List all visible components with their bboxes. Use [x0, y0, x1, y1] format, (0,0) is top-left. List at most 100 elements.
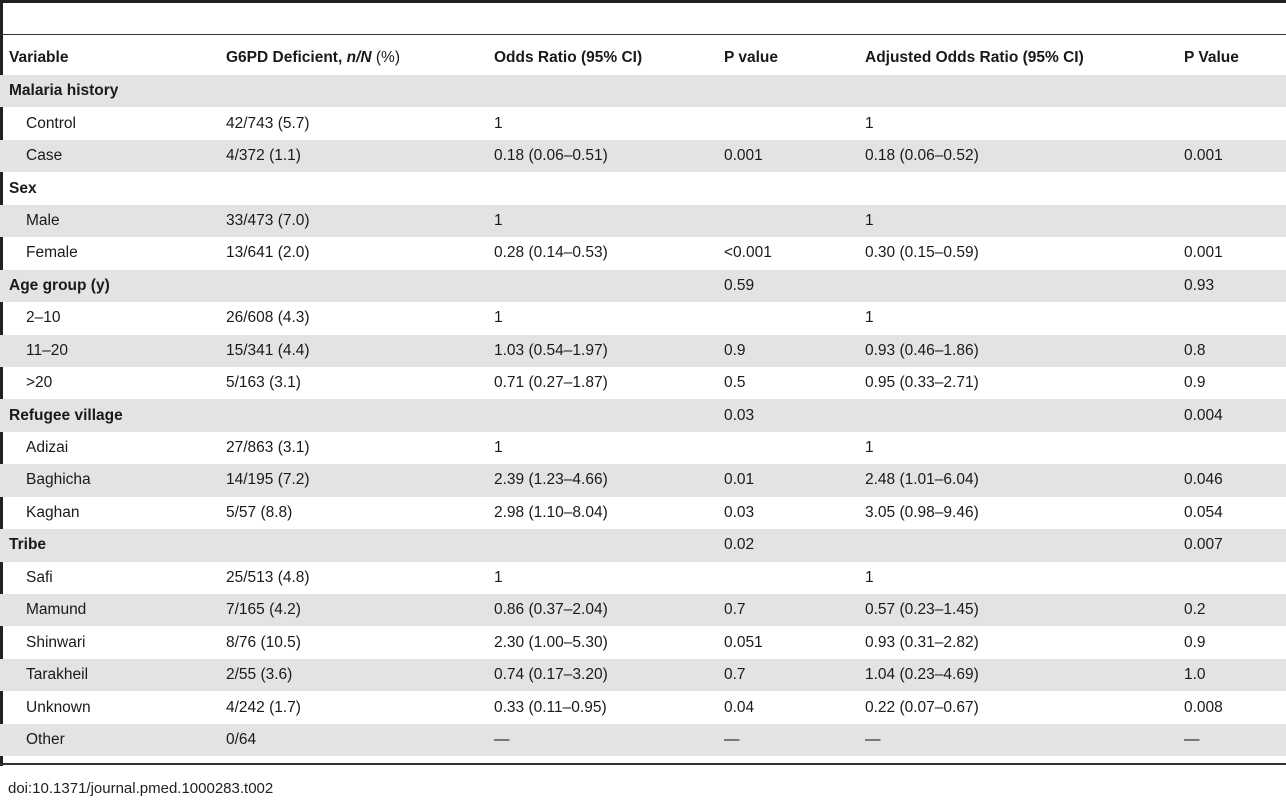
table-bottom-rule	[0, 763, 1286, 765]
table-cell	[217, 399, 485, 432]
row-label: 11–20	[0, 334, 217, 367]
table-cell: 0.008	[1184, 698, 1223, 716]
row-label: 2–10	[26, 309, 61, 327]
group-row: Sex	[0, 172, 1286, 204]
table-cell	[1175, 302, 1286, 334]
table-cell: 0.28 (0.14–0.53)	[494, 244, 608, 262]
row-label: Male	[0, 204, 217, 238]
table-row: Adizai 27/863 (3.1) 1 1	[0, 432, 1286, 464]
table-cell: 0.04	[724, 698, 755, 716]
table-cell	[856, 269, 1175, 303]
table-cell	[1175, 562, 1286, 594]
group-row: Tribe 0.02 0.007	[0, 529, 1286, 562]
table-cell: 0.93 (0.31–2.82)	[865, 633, 979, 651]
table-cell: 0.18 (0.06–0.51)	[485, 139, 715, 173]
table-cell: 8/76 (10.5)	[226, 633, 301, 651]
table-cell: 0.8	[1175, 334, 1286, 367]
table-cell	[485, 75, 715, 108]
table-row: 11–20 15/341 (4.4) 1.03 (0.54–1.97) 0.9 0.93…	[0, 334, 1286, 367]
table-row: 2–10 26/608 (4.3) 1 1	[0, 302, 1286, 334]
table-cell: —	[1175, 723, 1286, 757]
column-header: G6PD Deficient, n/N (%)	[217, 40, 485, 75]
table-cell	[1175, 204, 1286, 238]
row-label: Kaghan	[26, 503, 80, 521]
table-cell: 4/242 (1.7)	[226, 698, 301, 716]
table-cell	[715, 75, 856, 108]
column-header: Odds Ratio (95% CI)	[485, 40, 715, 75]
table-cell: 13/641 (2.0)	[226, 244, 310, 262]
table-cell: 0.86 (0.37–2.04)	[485, 594, 715, 627]
table-cell	[856, 75, 1175, 108]
table-cell: 0.03	[724, 503, 755, 521]
table-cell: 27/863 (3.1)	[226, 439, 310, 457]
table-cell	[217, 75, 485, 108]
group-row: Malaria history	[0, 75, 1286, 108]
table-cell: 0.71 (0.27–1.87)	[494, 374, 608, 392]
table-cell: 0.02	[715, 529, 856, 562]
table-cell	[1175, 107, 1286, 139]
doi-footer: doi:10.1371/journal.pmed.1000283.t002	[8, 780, 274, 797]
table-cell: 0.33 (0.11–0.95)	[494, 698, 607, 716]
table-cell: 2.30 (1.00–5.30)	[494, 633, 608, 651]
table-cell: 1	[494, 439, 503, 457]
table-cell: 0.93	[1175, 269, 1286, 303]
table-cell: 1.0	[1175, 658, 1286, 692]
table-cell: 0.007	[1175, 529, 1286, 562]
table-cell: 2.98 (1.10–8.04)	[494, 503, 608, 521]
row-label: Unknown	[26, 698, 91, 716]
table-cell: 0/64	[217, 723, 485, 757]
table-cell	[856, 399, 1175, 432]
table-cell	[1175, 432, 1286, 464]
table-cell: 33/473 (7.0)	[217, 204, 485, 238]
table-cell: 0.001	[1184, 244, 1223, 262]
row-label: Safi	[26, 568, 53, 586]
table-cell	[715, 562, 856, 594]
table-cell: 0.004	[1175, 399, 1286, 432]
table-cell: 1	[856, 204, 1175, 238]
table-body: Malaria history Control 42/743 (5.7) 1 1 Case…	[0, 75, 1286, 757]
table-cell: 0.5	[724, 374, 746, 392]
table-row: Control 42/743 (5.7) 1 1	[0, 107, 1286, 139]
table-cell: 0.001	[1175, 139, 1286, 173]
table-cell	[715, 204, 856, 238]
table-cell	[485, 269, 715, 303]
table-cell: 5/163 (3.1)	[226, 374, 301, 392]
table-cell: <0.001	[724, 244, 772, 262]
header-text: P value	[724, 48, 779, 66]
table-top-rule	[0, 0, 1286, 3]
table-cell	[715, 172, 856, 204]
table-cell: 42/743 (5.7)	[226, 114, 310, 132]
table-cell: 1	[865, 114, 874, 132]
table-cell: 1	[865, 568, 874, 586]
header-row: Variable G6PD Deficient, n/N (%) Odds Rati…	[0, 40, 1286, 75]
table-row: Shinwari 8/76 (10.5) 2.30 (1.00–5.30) 0.051…	[0, 626, 1286, 658]
table-cell: 0.051	[724, 633, 763, 651]
table-row: Safi 25/513 (4.8) 1 1	[0, 562, 1286, 594]
table-cell: 26/608 (4.3)	[226, 309, 310, 327]
table-row: Mamund 7/165 (4.2) 0.86 (0.37–2.04) 0.7 0.57…	[0, 594, 1286, 627]
row-label: Case	[0, 139, 217, 173]
table-cell	[856, 529, 1175, 562]
table-cell	[856, 172, 1175, 204]
row-label: Shinwari	[26, 633, 86, 651]
table-cell	[715, 302, 856, 334]
column-header: Variable	[0, 40, 217, 75]
table-cell: 1	[865, 439, 874, 457]
row-label: Tarakheil	[0, 658, 217, 692]
table-cell	[715, 107, 856, 139]
table-cell	[217, 269, 485, 303]
row-label: Adizai	[26, 439, 69, 457]
table-cell: —	[715, 723, 856, 757]
table-cell	[485, 399, 715, 432]
table-row: Female 13/641 (2.0) 0.28 (0.14–0.53) <0.001…	[0, 237, 1286, 269]
table-cell	[1175, 75, 1286, 108]
table-row: Tarakheil 2/55 (3.6) 0.74 (0.17–3.20) 0.7 1.…	[0, 658, 1286, 692]
table-cell	[217, 529, 485, 562]
table-row: >20 5/163 (3.1) 0.71 (0.27–1.87) 0.5 0.95 (0…	[0, 367, 1286, 399]
group-label: Tribe	[0, 529, 217, 562]
table-cell: 0.93 (0.46–1.86)	[856, 334, 1175, 367]
group-row: Age group (y) 0.59 0.93	[0, 269, 1286, 303]
table-cell: 0.59	[715, 269, 856, 303]
column-header: P Value	[1175, 40, 1286, 75]
